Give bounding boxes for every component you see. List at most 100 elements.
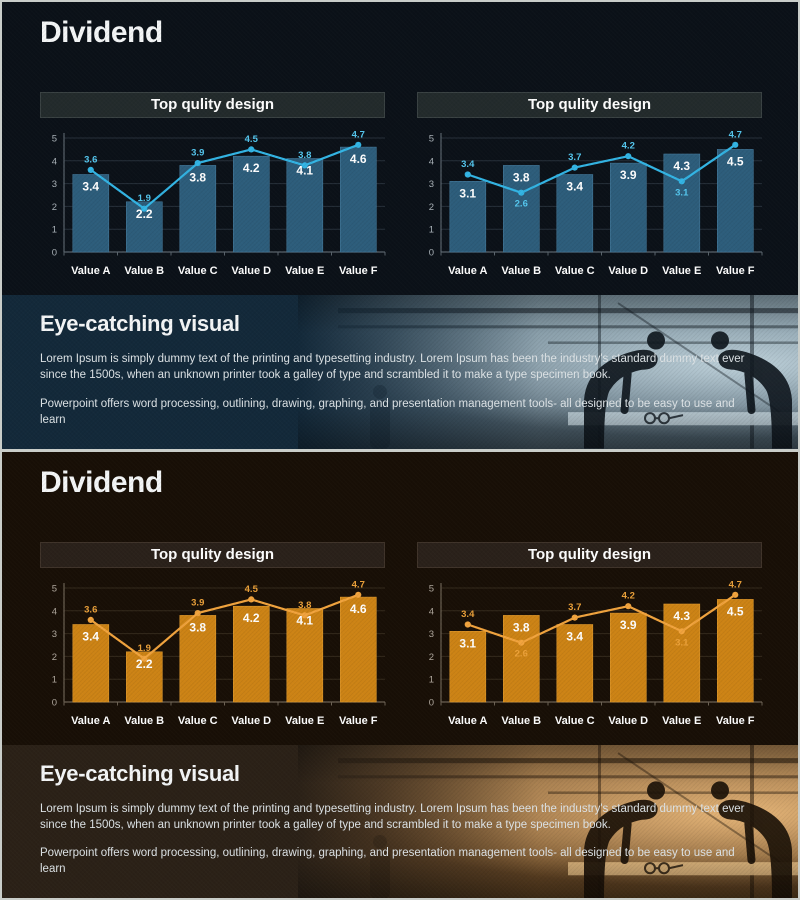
svg-text:2: 2 <box>52 202 57 213</box>
svg-text:Value B: Value B <box>124 715 164 727</box>
svg-text:5: 5 <box>429 134 434 145</box>
combo-chart-right: 0 1 2 3 4 5 3.1 3.8 3.4 3.9 4.3 4.5 3.4 2.6 3.7 4.2 3.1 4… <box>417 578 764 730</box>
svg-text:3.8: 3.8 <box>298 150 311 161</box>
svg-text:3.8: 3.8 <box>513 620 530 634</box>
svg-text:3.8: 3.8 <box>298 599 311 610</box>
svg-text:4.5: 4.5 <box>245 134 259 145</box>
footer-paragraph-2: Powerpoint offers word processing, outli… <box>40 397 735 426</box>
svg-text:Value D: Value D <box>231 715 271 727</box>
svg-text:5: 5 <box>429 583 434 594</box>
svg-text:3.9: 3.9 <box>620 168 637 182</box>
svg-text:3.4: 3.4 <box>461 159 475 170</box>
svg-text:4.1: 4.1 <box>296 613 313 627</box>
svg-text:Value D: Value D <box>231 265 271 277</box>
photo-fade-overlay <box>298 744 798 898</box>
svg-text:Value B: Value B <box>501 715 541 727</box>
svg-text:3: 3 <box>52 629 57 640</box>
svg-text:Value B: Value B <box>124 265 164 277</box>
svg-text:2.6: 2.6 <box>515 648 528 659</box>
svg-text:2: 2 <box>52 651 57 662</box>
svg-text:5: 5 <box>52 134 57 145</box>
svg-text:Value D: Value D <box>608 715 648 727</box>
svg-text:3: 3 <box>429 179 434 190</box>
svg-text:5: 5 <box>52 583 57 594</box>
chart-panel-header-right: Top qulity design <box>417 92 762 118</box>
svg-text:Value F: Value F <box>339 265 378 277</box>
svg-text:4.7: 4.7 <box>352 129 365 140</box>
chart-panel-header-right: Top qulity design <box>417 541 762 568</box>
svg-text:4.3: 4.3 <box>673 159 690 173</box>
svg-text:4.7: 4.7 <box>729 129 742 140</box>
svg-text:Value D: Value D <box>608 265 648 277</box>
svg-text:1.9: 1.9 <box>138 643 151 654</box>
svg-text:Value A: Value A <box>448 715 487 727</box>
svg-text:3.7: 3.7 <box>568 602 581 613</box>
footer-section: Eye-catching visual Lorem Ipsum is simpl… <box>2 744 798 898</box>
svg-text:4.2: 4.2 <box>622 590 635 601</box>
combo-chart-left: 0 1 2 3 4 5 3.4 2.2 3.8 4.2 4.1 4.6 3.6 1.9 3.9 4.5 3.8 4… <box>40 578 387 730</box>
svg-text:4.5: 4.5 <box>245 583 259 594</box>
svg-text:3.1: 3.1 <box>675 187 689 198</box>
svg-text:Value A: Value A <box>71 265 110 277</box>
svg-text:4: 4 <box>52 156 57 167</box>
svg-text:3.9: 3.9 <box>191 597 204 608</box>
footer-paragraph-1: Lorem Ipsum is simply dummy text of the … <box>40 802 745 831</box>
svg-text:3.7: 3.7 <box>568 152 581 163</box>
svg-text:4.7: 4.7 <box>729 579 742 590</box>
svg-text:2: 2 <box>429 651 434 662</box>
chart-panel-header-left: Top qulity design <box>40 541 385 568</box>
svg-text:3.4: 3.4 <box>82 629 99 643</box>
svg-text:Value E: Value E <box>662 265 701 277</box>
svg-text:Value F: Value F <box>339 715 378 727</box>
svg-text:3.4: 3.4 <box>82 180 99 194</box>
svg-text:3.9: 3.9 <box>191 148 204 159</box>
svg-text:0: 0 <box>429 697 434 708</box>
svg-text:4.1: 4.1 <box>296 164 313 178</box>
svg-text:Value E: Value E <box>285 715 324 727</box>
svg-text:2.2: 2.2 <box>136 656 153 670</box>
svg-text:0: 0 <box>52 697 57 708</box>
footer-heading: Eye-catching visual <box>40 311 240 336</box>
svg-text:2.6: 2.6 <box>515 199 528 210</box>
svg-text:4.2: 4.2 <box>243 611 260 625</box>
svg-text:4: 4 <box>52 606 57 617</box>
photo-fade-overlay <box>298 295 798 449</box>
svg-text:2.2: 2.2 <box>136 207 153 221</box>
combo-chart-right: 0 1 2 3 4 5 3.1 3.8 3.4 3.9 4.3 4.5 3.4 2.6 3.7 4.2 3.1 4… <box>417 128 764 280</box>
svg-text:1: 1 <box>52 225 57 236</box>
slide-title: Dividend <box>40 16 163 49</box>
svg-text:4.2: 4.2 <box>243 161 260 175</box>
svg-text:Value A: Value A <box>448 265 487 277</box>
svg-text:Value B: Value B <box>501 265 541 277</box>
svg-text:4.6: 4.6 <box>350 152 367 166</box>
svg-text:1: 1 <box>429 674 434 685</box>
svg-text:3.1: 3.1 <box>459 636 476 650</box>
svg-text:Value C: Value C <box>178 265 218 277</box>
svg-text:Value E: Value E <box>662 715 701 727</box>
footer-section: Eye-catching visual Lorem Ipsum is simpl… <box>2 295 798 449</box>
svg-text:3: 3 <box>52 179 57 190</box>
svg-text:Value A: Value A <box>71 715 110 727</box>
footer-heading: Eye-catching visual <box>40 760 240 786</box>
svg-text:0: 0 <box>52 248 57 259</box>
svg-text:Value E: Value E <box>285 265 324 277</box>
svg-text:4.7: 4.7 <box>352 579 365 590</box>
svg-text:Value C: Value C <box>178 715 218 727</box>
svg-text:Value C: Value C <box>555 265 595 277</box>
svg-text:4: 4 <box>429 606 434 617</box>
svg-text:3.8: 3.8 <box>189 620 206 634</box>
svg-text:4.6: 4.6 <box>350 602 367 616</box>
svg-text:3: 3 <box>429 629 434 640</box>
svg-text:4.5: 4.5 <box>727 154 744 168</box>
svg-text:2: 2 <box>429 202 434 213</box>
svg-text:4.2: 4.2 <box>622 141 635 152</box>
svg-text:4: 4 <box>429 156 434 167</box>
svg-text:0: 0 <box>429 248 434 259</box>
svg-text:Value F: Value F <box>716 715 755 727</box>
slide-title: Dividend <box>40 465 163 499</box>
svg-text:4.3: 4.3 <box>673 609 690 623</box>
svg-text:3.8: 3.8 <box>189 170 206 184</box>
svg-text:3.6: 3.6 <box>84 154 97 165</box>
footer-paragraph-1: Lorem Ipsum is simply dummy text of the … <box>40 353 745 382</box>
svg-text:4.5: 4.5 <box>727 604 744 618</box>
